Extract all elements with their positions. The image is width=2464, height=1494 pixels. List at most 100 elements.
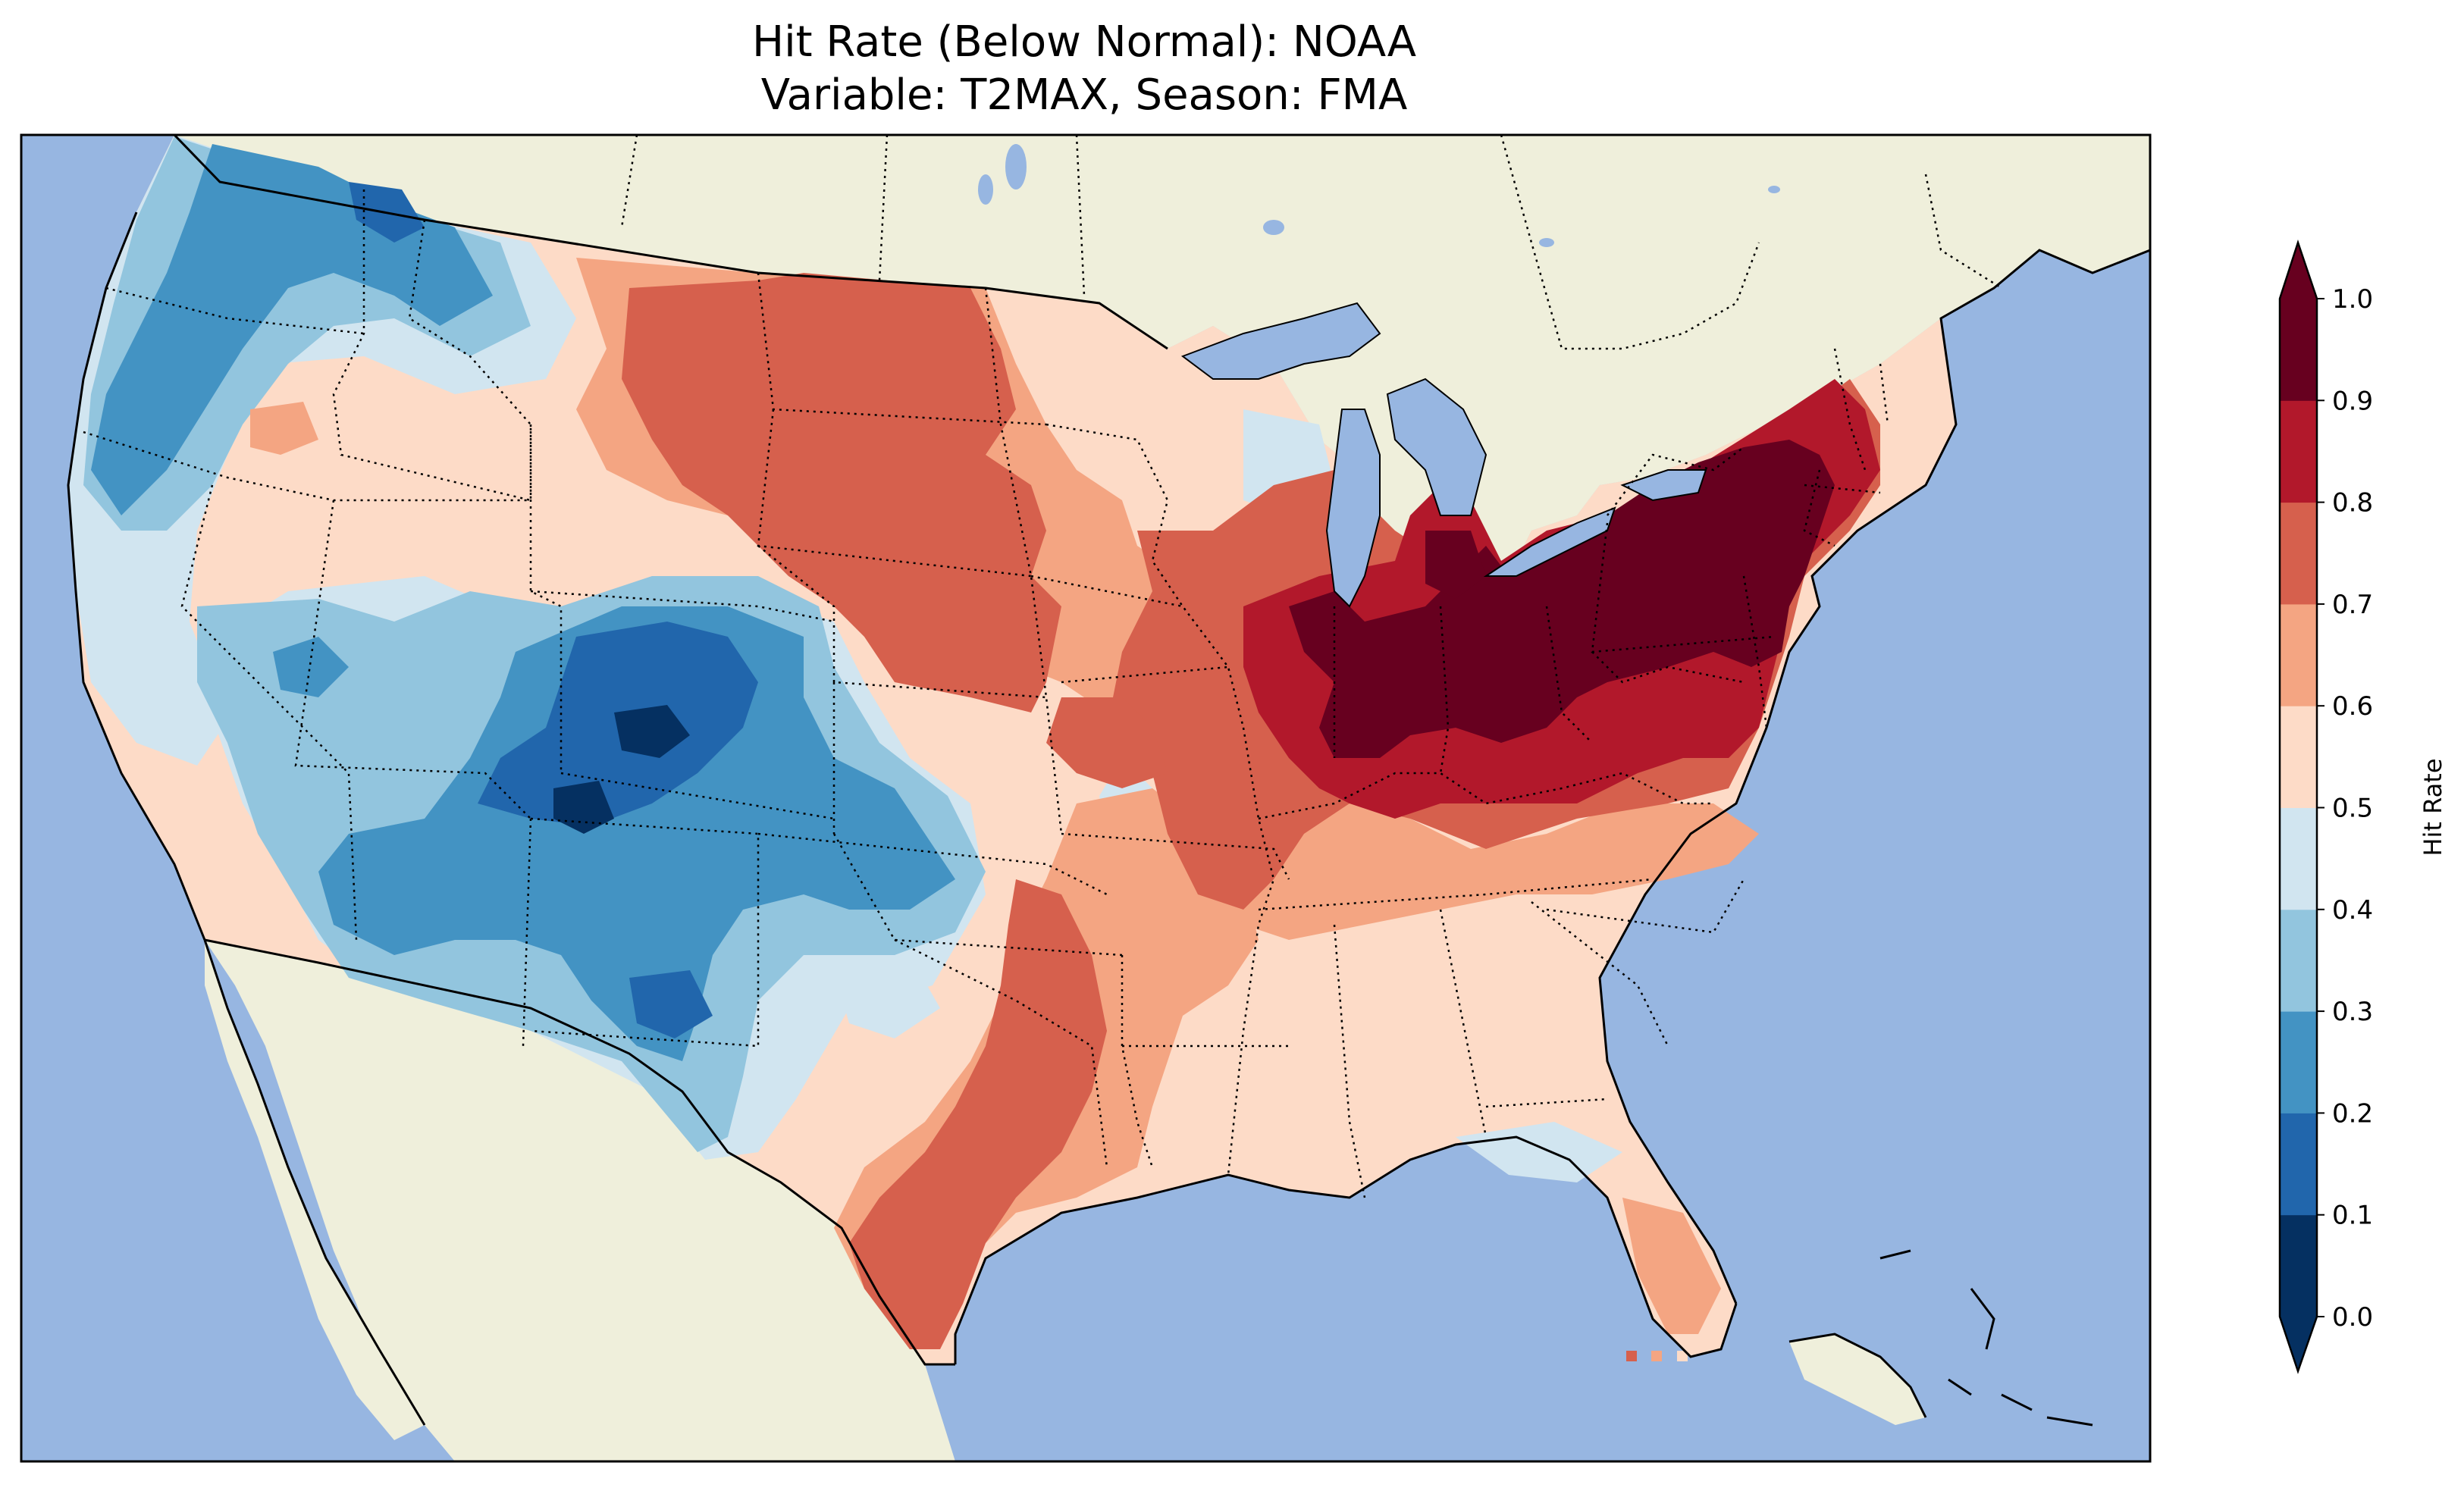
state-border [1439, 606, 1450, 774]
colorbar-tick-label: 0.8 [2332, 488, 2373, 518]
colorbar-label: Hit Rate [2419, 758, 2447, 856]
chart-title-line1: Hit Rate (Below Normal): NOAA [751, 17, 1417, 67]
state-border [1061, 666, 1229, 684]
province-border [620, 135, 638, 228]
region-fill [250, 402, 318, 455]
us-mexico-border [204, 938, 955, 1366]
state-border [105, 287, 365, 335]
colorbar-band [2280, 706, 2317, 808]
state-border [1804, 484, 1881, 494]
state-border [560, 772, 835, 820]
cuba-coast [1788, 1333, 1927, 1418]
east-coast [1598, 249, 2150, 1305]
state-border [1030, 575, 1245, 728]
lake [1768, 186, 1780, 193]
region-fill [1622, 1198, 1721, 1334]
province-border [1924, 174, 2002, 290]
region-fill [1651, 1351, 1662, 1361]
coastlines [67, 135, 2150, 1426]
state-border [332, 189, 531, 502]
island [2001, 1393, 2033, 1411]
canadian-lakes [978, 144, 1780, 247]
colorbar-tick-label: 0.7 [2332, 590, 2373, 620]
region-fill [1626, 1351, 1637, 1361]
colorbar-band [2280, 603, 2317, 706]
region-fill [849, 879, 1107, 1349]
canada-land [174, 135, 2150, 606]
region-fill [1425, 531, 1486, 599]
mexico-west-coast [203, 939, 426, 1426]
region-fill [68, 135, 1956, 1364]
region-fill [1046, 697, 1168, 788]
colorbar-tick-label: 0.5 [2332, 794, 2373, 824]
island [1948, 1378, 1972, 1396]
state-border [757, 832, 1108, 896]
state-border [1607, 446, 1745, 516]
lake [1539, 238, 1554, 247]
region-fill [273, 637, 349, 697]
state-border [294, 500, 531, 819]
state-border [1545, 606, 1593, 744]
colorbar-band [2280, 807, 2317, 910]
lake-ontario [1620, 469, 1707, 502]
colorbar-tick-label: 0.6 [2332, 691, 2373, 722]
chart-title-line2: Variable: T2MAX, Season: FMA [760, 70, 1408, 120]
lake-huron [1386, 377, 1487, 516]
colorbar-tick-label: 0.4 [2332, 895, 2373, 926]
west-coast [67, 211, 206, 941]
region-fill [1456, 1122, 1622, 1182]
mexico-land [205, 940, 955, 1461]
colorbar-band [2280, 400, 2317, 503]
colorbar-band [2280, 1214, 2317, 1317]
colorbar-band [2280, 502, 2317, 605]
colorbar-band [2280, 299, 2317, 401]
islands [1879, 1249, 2093, 1427]
region-fill [1677, 1351, 1688, 1361]
state-border [83, 431, 531, 502]
colorbar-band [2280, 909, 2317, 1012]
map-frame [20, 133, 2152, 1463]
region-fill [553, 781, 614, 834]
colorbar-tick-label: 0.2 [2332, 1098, 2373, 1129]
colorbar-tick-label: 1.0 [2332, 284, 2373, 315]
state-border [832, 833, 1123, 957]
map-area [21, 135, 2150, 1461]
colorbar-tick-label: 0.9 [2332, 386, 2373, 416]
lake-superior [1180, 302, 1381, 380]
state-border [1045, 423, 1184, 607]
colorbar: 0.0 0.1 0.2 0.3 0.4 0.5 0.6 0.7 0.8 0.9 1.0 Hit Ra… [2278, 240, 2447, 1374]
colorbar-band [2280, 1011, 2317, 1113]
colorbar-tick-label: 0.3 [2332, 997, 2373, 1027]
state-borders [83, 135, 2002, 1198]
lake [1263, 220, 1284, 235]
state-border [408, 219, 532, 500]
state-border [1121, 955, 1154, 1168]
state-border [1061, 832, 1290, 880]
state-border [1833, 348, 1867, 471]
state-border [757, 545, 1047, 699]
gulf-coast [954, 1135, 1738, 1364]
state-border [1258, 772, 1713, 820]
great-lakes [1180, 302, 1707, 608]
region-fill [834, 955, 940, 1038]
region-fill [622, 273, 1061, 713]
state-border [529, 424, 563, 773]
state-border [1227, 727, 1275, 1176]
island [1879, 1249, 1911, 1260]
hit-rate-field [68, 135, 1956, 1364]
state-border [1546, 879, 1745, 934]
state-border [530, 590, 835, 623]
colorbar-extend-bottom [2280, 1317, 2317, 1371]
lake [978, 174, 993, 205]
colorbar-extend-top [2280, 243, 2317, 299]
lake [1005, 144, 1027, 189]
island [2046, 1416, 2093, 1427]
lake-erie [1483, 506, 1616, 577]
island [1970, 1288, 1995, 1350]
lake-michigan [1325, 409, 1381, 608]
cuba-land [1789, 1334, 1926, 1425]
region-fill [1289, 440, 1835, 758]
region-fill [614, 705, 690, 758]
state-border [180, 484, 358, 941]
